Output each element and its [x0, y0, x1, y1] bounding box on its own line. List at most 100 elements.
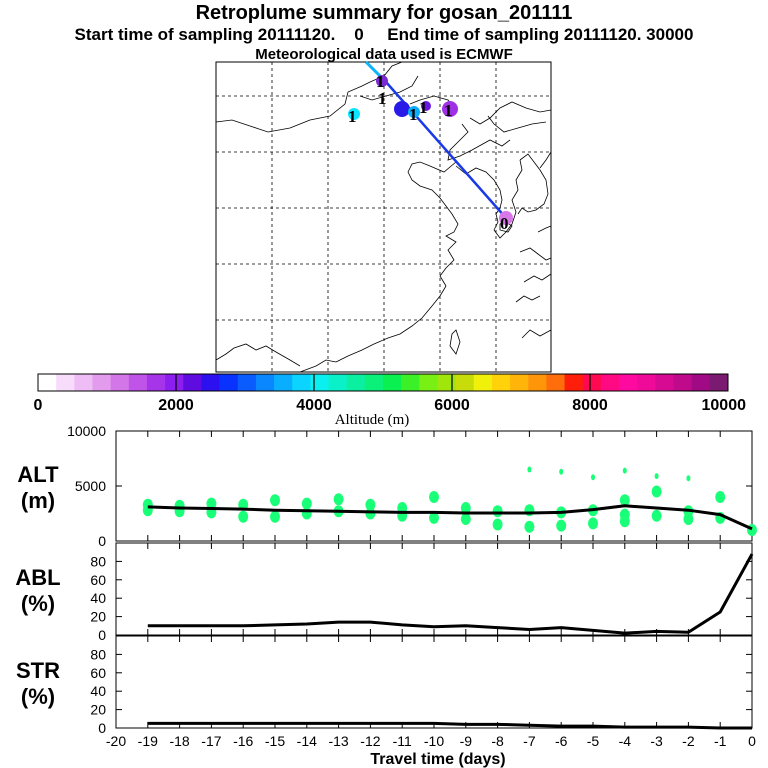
altitude-cluster-point	[619, 515, 630, 528]
x-tick-label: -11	[393, 733, 412, 749]
colorbar-tick-label: 2000	[158, 397, 194, 414]
altitude-cluster-point	[619, 494, 630, 507]
colorbar-swatch	[491, 374, 511, 391]
altitude-cluster-point	[492, 505, 503, 518]
altitude-cluster-point	[301, 497, 312, 510]
y-tick-label: 40	[90, 590, 106, 606]
colorbar-swatch	[146, 374, 166, 391]
x-tick-label: -2	[682, 733, 695, 749]
altitude-cluster-point	[651, 485, 662, 498]
colorbar-swatch	[346, 374, 366, 391]
panel-frame-abl	[115, 542, 753, 636]
x-tick-label: -16	[233, 733, 253, 749]
colorbar-label: Altitude (m)	[335, 412, 410, 428]
colorbar-swatch	[510, 374, 529, 391]
altitude-cluster-point	[333, 493, 344, 506]
panel-frame-str	[115, 635, 753, 729]
chart-title: Retroplume summary for gosan_201111	[195, 2, 573, 24]
colorbar-swatch	[128, 374, 148, 391]
y-tick-label: 0	[98, 627, 106, 643]
altitude-cluster-point	[206, 497, 217, 510]
colorbar-swatch	[673, 374, 693, 391]
cluster-circle	[348, 108, 360, 120]
colorbar-frame	[37, 373, 729, 392]
cluster-circle	[408, 106, 420, 118]
x-axis-title: Travel time (days)	[370, 751, 505, 768]
x-tick-label: -9	[460, 733, 473, 749]
x-tick-label: -4	[619, 733, 632, 749]
colorbar-swatch	[564, 374, 584, 391]
cluster-label: 1	[348, 107, 357, 126]
y-tick-label: 20	[90, 609, 106, 625]
y-tick-label: 40	[90, 683, 106, 699]
y-tick-label: 20	[90, 702, 106, 718]
y-tick-label: 0	[98, 533, 106, 549]
panel-unit-abl: (%)	[21, 591, 55, 616]
x-tick-label: -15	[265, 733, 285, 749]
y-tick-label: 80	[90, 553, 106, 569]
altitude-cluster-point	[365, 498, 376, 511]
y-tick-label: 60	[90, 665, 106, 681]
colorbar-swatch	[383, 374, 402, 391]
cluster-circle	[421, 101, 431, 111]
x-tick-label: -3	[650, 733, 663, 749]
colorbar-swatch	[582, 374, 602, 391]
y-tick-label: 10000	[67, 423, 106, 439]
cluster-label: 1	[444, 101, 453, 120]
colorbar-swatch	[419, 374, 438, 391]
altitude-cluster-point	[686, 475, 691, 482]
colorbar-swatch	[691, 374, 711, 391]
x-tick-label: -8	[491, 733, 504, 749]
colorbar-swatch	[183, 374, 202, 391]
colorbar-tick-label: 8000	[572, 397, 608, 414]
colorbar-tick-label: 4000	[296, 397, 332, 414]
altitude-cluster-point	[460, 502, 471, 514]
x-tick-label: -18	[169, 733, 189, 749]
altitude-cluster-point	[715, 491, 726, 503]
cluster-circle	[376, 75, 388, 87]
altitude-cluster-point	[238, 510, 249, 523]
x-tick-label: -19	[138, 733, 158, 749]
colorbar-swatch	[709, 374, 729, 391]
release-circle	[499, 211, 513, 225]
cluster-circle	[394, 101, 410, 117]
series-line-alt	[147, 504, 753, 531]
series-line-abl	[147, 553, 754, 635]
y-tick-label: 0	[98, 720, 106, 736]
x-tick-label: -1	[714, 733, 727, 749]
x-tick-label: -12	[360, 733, 380, 749]
colorbar-swatch	[92, 374, 112, 391]
colorbar-swatch	[528, 374, 547, 391]
x-tick-label: -17	[201, 733, 221, 749]
altitude-cluster-point	[365, 507, 376, 520]
altitude-cluster-point	[654, 473, 659, 480]
colorbar-tick-label: 6000	[434, 397, 470, 414]
altitude-cluster-point	[591, 474, 595, 481]
cluster-label: 1	[376, 72, 385, 91]
altitude-cluster-point	[270, 510, 280, 523]
cluster-label: 1	[409, 105, 418, 124]
colorbar-swatch	[455, 374, 475, 391]
altitude-cluster-point	[527, 466, 532, 473]
altitude-cluster-point	[429, 511, 439, 524]
map-gridlines	[216, 62, 551, 372]
colorbar-swatch	[619, 374, 638, 391]
colorbar-swatch	[292, 374, 311, 391]
release-marker: 0	[500, 214, 509, 233]
colorbar-swatch	[74, 374, 93, 391]
colorbar-swatch	[401, 374, 420, 391]
colorbar-swatch	[165, 374, 184, 391]
altitude-cluster-point	[683, 513, 694, 525]
colorbar-tick-label: 0	[34, 397, 43, 414]
colorbar-swatch	[473, 374, 493, 391]
colorbar-swatch	[364, 374, 384, 391]
series-line-str	[147, 721, 752, 730]
time-series-panels: 1000050000ALT(m)806040200ABL(%)806040200…	[15, 423, 757, 749]
colorbar-swatch	[56, 374, 75, 391]
panel-label-alt: ALT	[17, 462, 59, 487]
altitude-cluster-point	[588, 517, 598, 530]
x-tick-label: 0	[748, 733, 756, 749]
altitude-cluster-point	[429, 491, 439, 503]
x-tick-label: -14	[297, 733, 317, 749]
